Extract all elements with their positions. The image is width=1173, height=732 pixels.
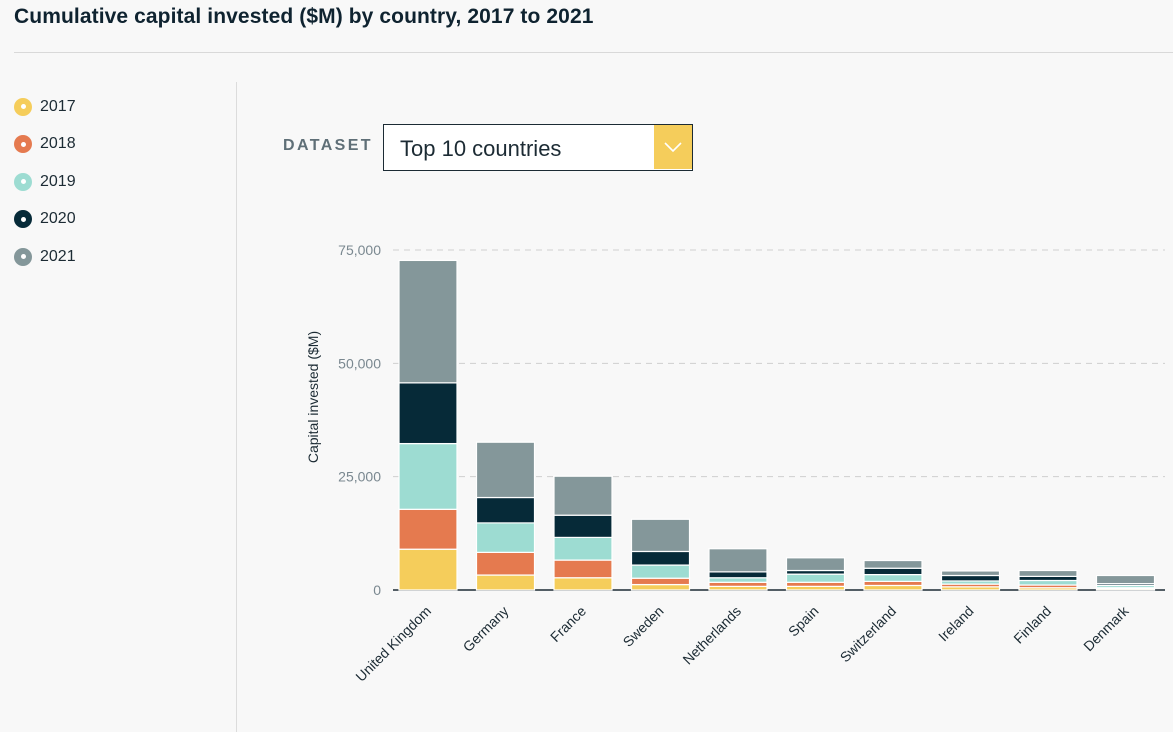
- bar-segment: [785, 573, 846, 583]
- legend-dot-icon: [14, 172, 32, 191]
- bar-segment: [630, 518, 691, 553]
- x-tick-label: Finland: [1010, 603, 1054, 647]
- bar-segment: [940, 570, 1001, 577]
- bar-segment: [398, 442, 458, 510]
- legend-label: 2020: [40, 210, 76, 228]
- bar-segment: [863, 573, 923, 582]
- bar-segment: [1018, 569, 1078, 577]
- x-tick-label: United Kingdom: [352, 603, 434, 685]
- bar-segment: [475, 551, 536, 576]
- bar-segment: [553, 536, 613, 561]
- bar-segment: [630, 564, 691, 579]
- legend-item-2019[interactable]: 2019: [14, 163, 76, 201]
- bar-segment: [553, 559, 613, 579]
- bar-segment: [1018, 579, 1078, 586]
- bar-segment: [475, 441, 536, 499]
- legend: 2017 2018 2019 2020 2021: [14, 88, 76, 276]
- bar-segment: [553, 577, 613, 591]
- bar-segment: [708, 581, 768, 587]
- legend-dot-icon: [14, 210, 32, 229]
- legend-item-2021[interactable]: 2021: [14, 238, 76, 276]
- bar-segment: [475, 522, 536, 553]
- bar-segment: [785, 581, 846, 587]
- legend-item-2018[interactable]: 2018: [14, 126, 76, 164]
- bar-segment: [1018, 575, 1078, 582]
- bar-segment: [863, 567, 923, 576]
- bar-segment: [863, 584, 923, 591]
- bar-segment: [398, 548, 458, 591]
- x-tick-label: Ireland: [935, 603, 977, 645]
- bar-segment: [940, 574, 1001, 582]
- sidebar-divider: [236, 82, 237, 732]
- legend-item-2020[interactable]: 2020: [14, 201, 76, 239]
- dataset-selected-value: Top 10 countries: [400, 136, 562, 161]
- y-tick-label: 75,000: [338, 242, 381, 258]
- bar-segment: [863, 580, 923, 587]
- dataset-select[interactable]: Top 10 countries: [383, 124, 693, 171]
- legend-dot-icon: [14, 247, 32, 266]
- legend-label: 2018: [40, 135, 76, 153]
- dataset-label: DATASET: [283, 137, 373, 154]
- x-tick-label: France: [547, 603, 589, 645]
- legend-label: 2019: [40, 172, 76, 190]
- x-tick-label: Germany: [460, 603, 512, 655]
- bar-segment: [708, 548, 768, 573]
- bar-segment: [708, 577, 768, 583]
- bar-segment: [630, 577, 691, 586]
- legend-label: 2017: [40, 97, 76, 115]
- y-tick-label: 50,000: [338, 355, 381, 371]
- legend-dot-icon: [14, 97, 32, 116]
- chevron-down-icon[interactable]: [654, 125, 692, 169]
- y-tick-label: 0: [373, 582, 381, 598]
- x-tick-label: Spain: [785, 603, 822, 640]
- y-tick-label: 25,000: [338, 469, 381, 485]
- bar-segment: [398, 259, 458, 384]
- legend-label: 2021: [40, 247, 76, 265]
- legend-item-2017[interactable]: 2017: [14, 88, 76, 126]
- bar-segment: [785, 557, 846, 572]
- bar-segment: [630, 550, 691, 566]
- bar-segment: [708, 571, 768, 579]
- bar-segment: [1095, 574, 1156, 585]
- x-tick-label: Switzerland: [837, 603, 899, 665]
- title-divider: [14, 52, 1173, 53]
- x-tick-label: Denmark: [1080, 602, 1132, 654]
- legend-dot-icon: [14, 135, 32, 154]
- bar-segment: [398, 382, 458, 445]
- bar-segment: [553, 475, 613, 516]
- bar-segment: [475, 496, 536, 524]
- bar-segment: [553, 514, 613, 539]
- bar-segment: [863, 559, 923, 569]
- x-tick-label: Netherlands: [679, 603, 744, 668]
- y-axis-label: Capital invested ($M): [305, 331, 321, 463]
- x-tick-label: Sweden: [620, 603, 667, 650]
- bar-segment: [475, 574, 536, 591]
- bar-segment: [630, 583, 691, 591]
- bar-segment: [398, 508, 458, 550]
- page-title: Cumulative capital invested ($M) by coun…: [14, 5, 594, 28]
